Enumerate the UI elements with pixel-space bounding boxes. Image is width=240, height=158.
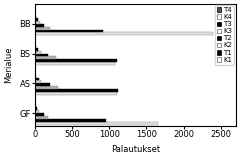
Bar	[35, 33, 213, 35]
Bar	[35, 89, 118, 92]
Bar	[35, 116, 48, 119]
Bar	[35, 48, 38, 51]
Bar	[35, 21, 40, 24]
Bar	[35, 86, 58, 89]
Bar	[35, 110, 39, 113]
X-axis label: Palautukset: Palautukset	[111, 145, 160, 154]
Bar	[35, 59, 117, 62]
Bar	[35, 18, 38, 21]
Bar	[35, 78, 39, 80]
Bar	[35, 56, 55, 59]
Bar	[35, 30, 103, 33]
Bar	[35, 107, 37, 110]
Bar	[35, 83, 49, 86]
Bar	[35, 54, 48, 56]
Bar	[35, 51, 41, 54]
Y-axis label: Merialue: Merialue	[4, 47, 13, 83]
Bar	[35, 119, 106, 122]
Bar	[35, 27, 49, 30]
Bar	[35, 75, 36, 78]
Bar	[35, 122, 158, 125]
Legend: T4, K4, T3, K3, T2, K2, T1, K1: T4, K4, T3, K3, T2, K2, T1, K1	[215, 5, 234, 65]
Bar	[35, 92, 117, 95]
Bar	[35, 62, 115, 65]
Bar	[35, 104, 36, 107]
Bar	[35, 45, 36, 48]
Bar	[35, 113, 44, 116]
Bar	[35, 24, 44, 27]
Bar	[35, 15, 36, 18]
Bar	[35, 80, 41, 83]
